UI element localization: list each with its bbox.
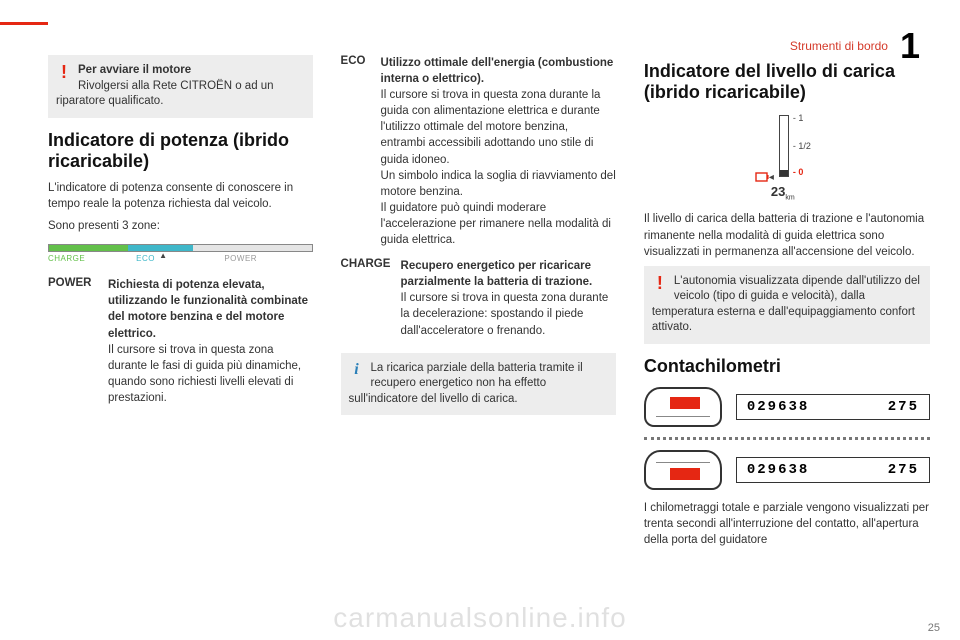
column-2: ECO Utilizzo ottimale dell'energia (comb… [341,55,616,620]
warning-icon: ! [56,63,72,83]
dotted-separator [644,437,930,440]
odo-para: I chilometraggi totale e parziale vengon… [644,500,930,548]
warning-bold: Per avviare il motore [78,64,191,76]
charge-para: Il livello di carica della batteria di t… [644,211,930,259]
zone-charge-text: Il cursore si trova in questa zona duran… [401,292,609,336]
odo-total: 029638 [747,399,809,415]
accent-bar [0,22,48,25]
charge-scale [779,115,789,177]
zone-eco-bold: Utilizzo ottimale dell'energia (combusti… [381,57,614,85]
gauge-segment-label: CHARGE [48,254,136,263]
heading-power-indicator: Indicatore di potenza (ibrido ricaricabi… [48,130,313,172]
info-callout: i La ricarica parziale della batteria tr… [341,353,616,416]
zone-charge: CHARGE Recupero energetico per ricaricar… [341,258,616,338]
autonomy-warning-text: L'autonomia visualizzata dipende dall'ut… [652,275,920,334]
zone-eco-text: Il cursore si trova in questa zona duran… [381,89,616,246]
zone-eco-label: ECO [341,55,381,248]
odometer-row-1: 029638 275 [644,387,930,427]
odometer-readout: 029638 275 [736,394,930,420]
odometer-row-2: 029638 275 [644,450,930,490]
charge-fill [780,170,788,176]
warning-icon: ! [652,274,668,294]
charge-arrow-icon: ◂ [769,172,774,183]
page-number: 25 [928,622,940,634]
power-intro-2: Sono presenti 3 zone: [48,218,313,234]
zone-charge-bold: Recupero energetico per ricaricare parzi… [401,260,593,288]
cluster-icon [644,387,722,427]
zone-power: POWER Richiesta di potenza elevata, util… [48,277,313,406]
power-gauge: CHARGEECOPOWER [48,244,313,263]
odo-trip: 275 [888,399,919,415]
charge-tick: - 1/2 [793,141,811,151]
chapter-title: Strumenti di bordo [790,39,888,53]
odometer-readout: 029638 275 [736,457,930,483]
odo-total: 029638 [747,462,809,478]
zone-charge-label: CHARGE [341,258,401,338]
info-icon: i [349,361,365,381]
gauge-segment-label: POWER [224,254,312,263]
column-3: Indicatore del livello di carica (ibrido… [644,55,930,620]
gauge-segment [49,245,128,251]
heading-charge-level: Indicatore del livello di carica (ibrido… [644,61,930,103]
warning-callout: ! Per avviare il motore Rivolgersi alla … [48,55,313,118]
battery-icon [755,171,769,185]
zone-eco: ECO Utilizzo ottimale dell'energia (comb… [341,55,616,248]
charge-range-value: 23 [771,184,785,199]
charge-range: 23km [771,184,795,202]
column-1: ! Per avviare il motore Rivolgersi alla … [48,55,313,620]
power-intro-1: L'indicatore di potenza consente di cono… [48,180,313,212]
odo-trip: 275 [888,462,919,478]
heading-odometer: Contachilometri [644,356,930,377]
autonomy-warning: ! L'autonomia visualizzata dipende dall'… [644,266,930,344]
cluster-icon [644,450,722,490]
gauge-segment [193,245,311,251]
charge-tick: - 0 [793,167,804,177]
info-text: La ricarica parziale della batteria tram… [349,362,583,405]
charge-level-diagram: - 1 - 1/2 - 0 ◂ 23km [727,111,847,201]
zone-power-label: POWER [48,277,108,406]
zone-power-bold: Richiesta di potenza elevata, utilizzand… [108,279,308,339]
gauge-segment-label: ECO [136,254,224,263]
warning-text: Rivolgersi alla Rete CITROËN o ad un rip… [56,80,274,108]
charge-range-unit: km [785,194,794,201]
zone-power-text: Il cursore si trova in questa zona duran… [108,344,301,404]
page-columns: ! Per avviare il motore Rivolgersi alla … [48,55,930,620]
charge-tick: - 1 [793,113,804,123]
